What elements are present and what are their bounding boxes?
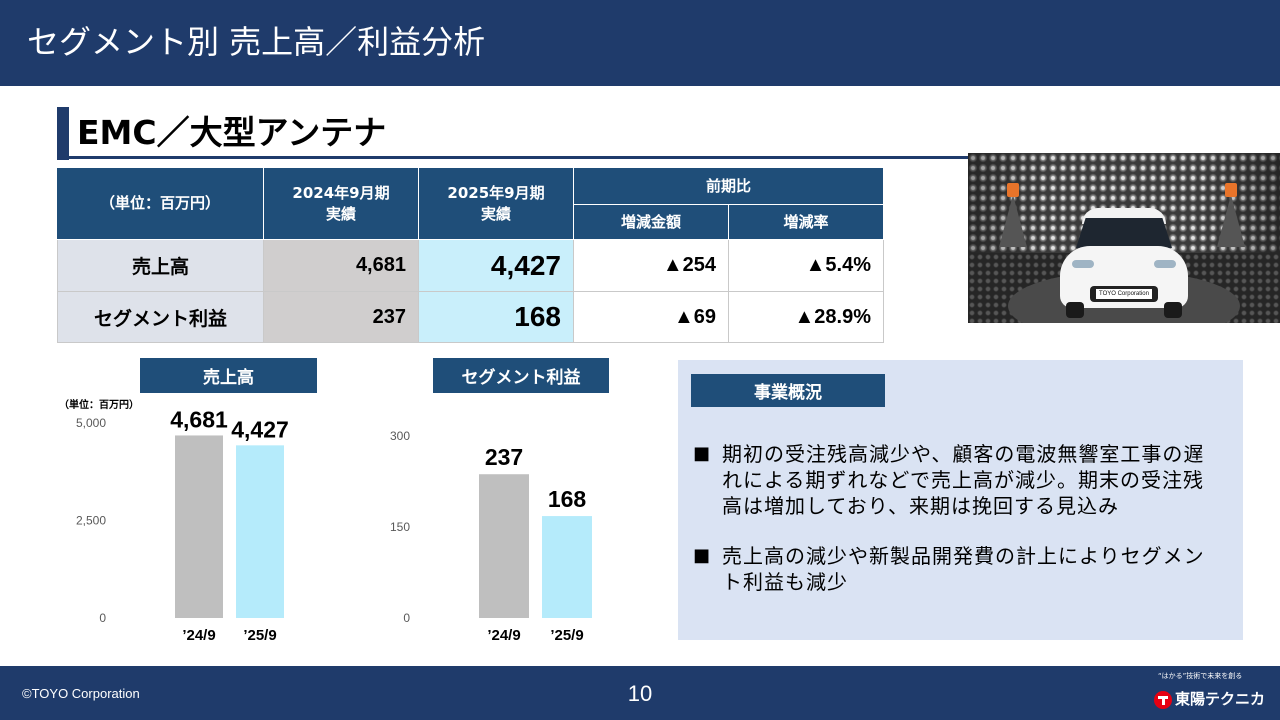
bullet-square-icon: ■ (693, 545, 711, 566)
copyright-text: ©TOYO Corporation (22, 686, 140, 701)
x-tick-label: ’25/9 (243, 627, 276, 644)
overview-bullet: ■ 売上高の減少や新製品開発費の計上によりセグメン ト利益も減少 (693, 543, 1228, 595)
y-tick-label: 5,000 (76, 416, 106, 430)
fy2025-header-actual: 実績 (480, 204, 511, 223)
section-title: EMC／大型アンテナ (77, 113, 387, 152)
antenna-mast-right (1217, 195, 1245, 247)
profit-fy2025: 168 (419, 292, 574, 343)
unit-header: （単位：百万円） (57, 168, 264, 240)
chart-unit-label: （単位：百万円） (59, 398, 139, 411)
logo-mark-icon (1154, 691, 1172, 709)
bullet-square-icon: ■ (693, 443, 711, 464)
profit-fy2024: 237 (264, 292, 419, 343)
bullet-line: ト利益も減少 (722, 570, 848, 594)
antenna-right (1225, 183, 1237, 197)
antenna-mast-left (999, 195, 1027, 247)
y-tick-label: 300 (390, 429, 410, 443)
car: TOYO Corporation (1060, 208, 1188, 320)
antenna-left (1007, 183, 1019, 197)
x-tick-label: ’24/9 (182, 627, 215, 644)
bar-2 (542, 516, 592, 618)
bar-1 (479, 474, 529, 618)
car-windshield (1076, 218, 1172, 248)
data-label: 168 (548, 486, 587, 512)
business-overview-panel: 事業概況 ■ 期初の受注残高減少や、顧客の電波無響室工事の遅 れによる期ずれなど… (678, 360, 1243, 640)
license-plate: TOYO Corporation (1096, 289, 1152, 299)
bullet-line: 期初の受注残高減少や、顧客の電波無響室工事の遅 (722, 442, 1205, 466)
bar-2 (236, 445, 284, 618)
fy2025-header-period: 2025年9月期 (447, 183, 545, 202)
y-tick-label: 0 (403, 611, 410, 625)
company-logo: “はかる”技術で未来を創る 東陽テクニカ (1150, 670, 1275, 716)
slide-title: セグメント別 売上高／利益分析 (27, 23, 486, 61)
fy2024-header: 2024年9月期 実績 (264, 168, 419, 240)
bar-1 (175, 435, 223, 618)
x-tick-label: ’24/9 (487, 627, 520, 644)
car-headlight-right (1154, 260, 1176, 268)
bullet-line: れによる期ずれなどで売上高が減少。期末の受注残 (722, 468, 1204, 492)
logo-tagline: “はかる”技術で未来を創る (1158, 672, 1243, 680)
x-tick-label: ’25/9 (550, 627, 583, 644)
bullet-line: 高は増加しており、来期は挽回する見込み (722, 494, 1119, 518)
fy2024-header-period: 2024年9月期 (292, 183, 390, 202)
business-overview-title: 事業概況 (691, 374, 885, 407)
y-tick-label: 150 (390, 520, 410, 534)
page-number: 10 (627, 681, 653, 706)
car-wheel-right (1164, 302, 1182, 318)
car-wheel-left (1066, 302, 1084, 318)
section-accent-bar (57, 107, 69, 160)
logo-wordmark: 東陽テクニカ (1175, 690, 1266, 708)
sales-change-amount: ▲254 (574, 240, 729, 292)
fy2025-header: 2025年9月期 実績 (419, 168, 574, 240)
unit-label: （単位：百万円） (99, 194, 220, 212)
section-underline (57, 156, 968, 159)
results-table: （単位：百万円） 2024年9月期 実績 2025年9月期 実績 前期比 増減金… (57, 168, 884, 343)
sales-bar-chart: （単位：百万円） 0 2,500 5,000 4,681 ’24/9 4,427 ’25/9 (59, 398, 289, 644)
data-label: 4,427 (231, 416, 289, 442)
comparison-header: 前期比 (574, 168, 884, 205)
y-tick-label: 2,500 (76, 514, 106, 528)
anechoic-chamber-photo: TOYO Corporation (968, 153, 1280, 323)
profit-change-amount: ▲69 (574, 292, 729, 343)
row-label-sales: 売上高 (57, 240, 264, 292)
data-label: 237 (485, 444, 523, 470)
overview-bullet: ■ 期初の受注残高減少や、顧客の電波無響室工事の遅 れによる期ずれなどで売上高が… (693, 441, 1228, 519)
y-tick-label: 0 (99, 611, 106, 625)
sales-chart-title: 売上高 (140, 358, 317, 393)
row-label-segment-profit: セグメント利益 (57, 292, 264, 343)
bullet-line: 売上高の減少や新製品開発費の計上によりセグメン (722, 544, 1205, 568)
change-amount-header: 増減金額 (574, 205, 729, 240)
footer: ©TOYO Corporation 10 “はかる”技術で未来を創る 東陽テクニ… (0, 666, 1280, 720)
profit-chart-title: セグメント利益 (433, 358, 609, 393)
profit-bar-chart: 0 150 300 237 ’24/9 168 ’25/9 (390, 429, 592, 644)
sales-fy2025: 4,427 (419, 240, 574, 292)
fy2024-header-actual: 実績 (325, 204, 356, 223)
slide-header: セグメント別 売上高／利益分析 (0, 0, 1280, 86)
logo-mark-stem (1161, 696, 1165, 705)
change-rate-header: 増減率 (729, 205, 884, 240)
data-label: 4,681 (170, 406, 228, 432)
car-headlight-left (1072, 260, 1094, 268)
sales-fy2024: 4,681 (264, 240, 419, 292)
sales-change-rate: ▲5.4% (729, 240, 884, 292)
profit-change-rate: ▲28.9% (729, 292, 884, 343)
